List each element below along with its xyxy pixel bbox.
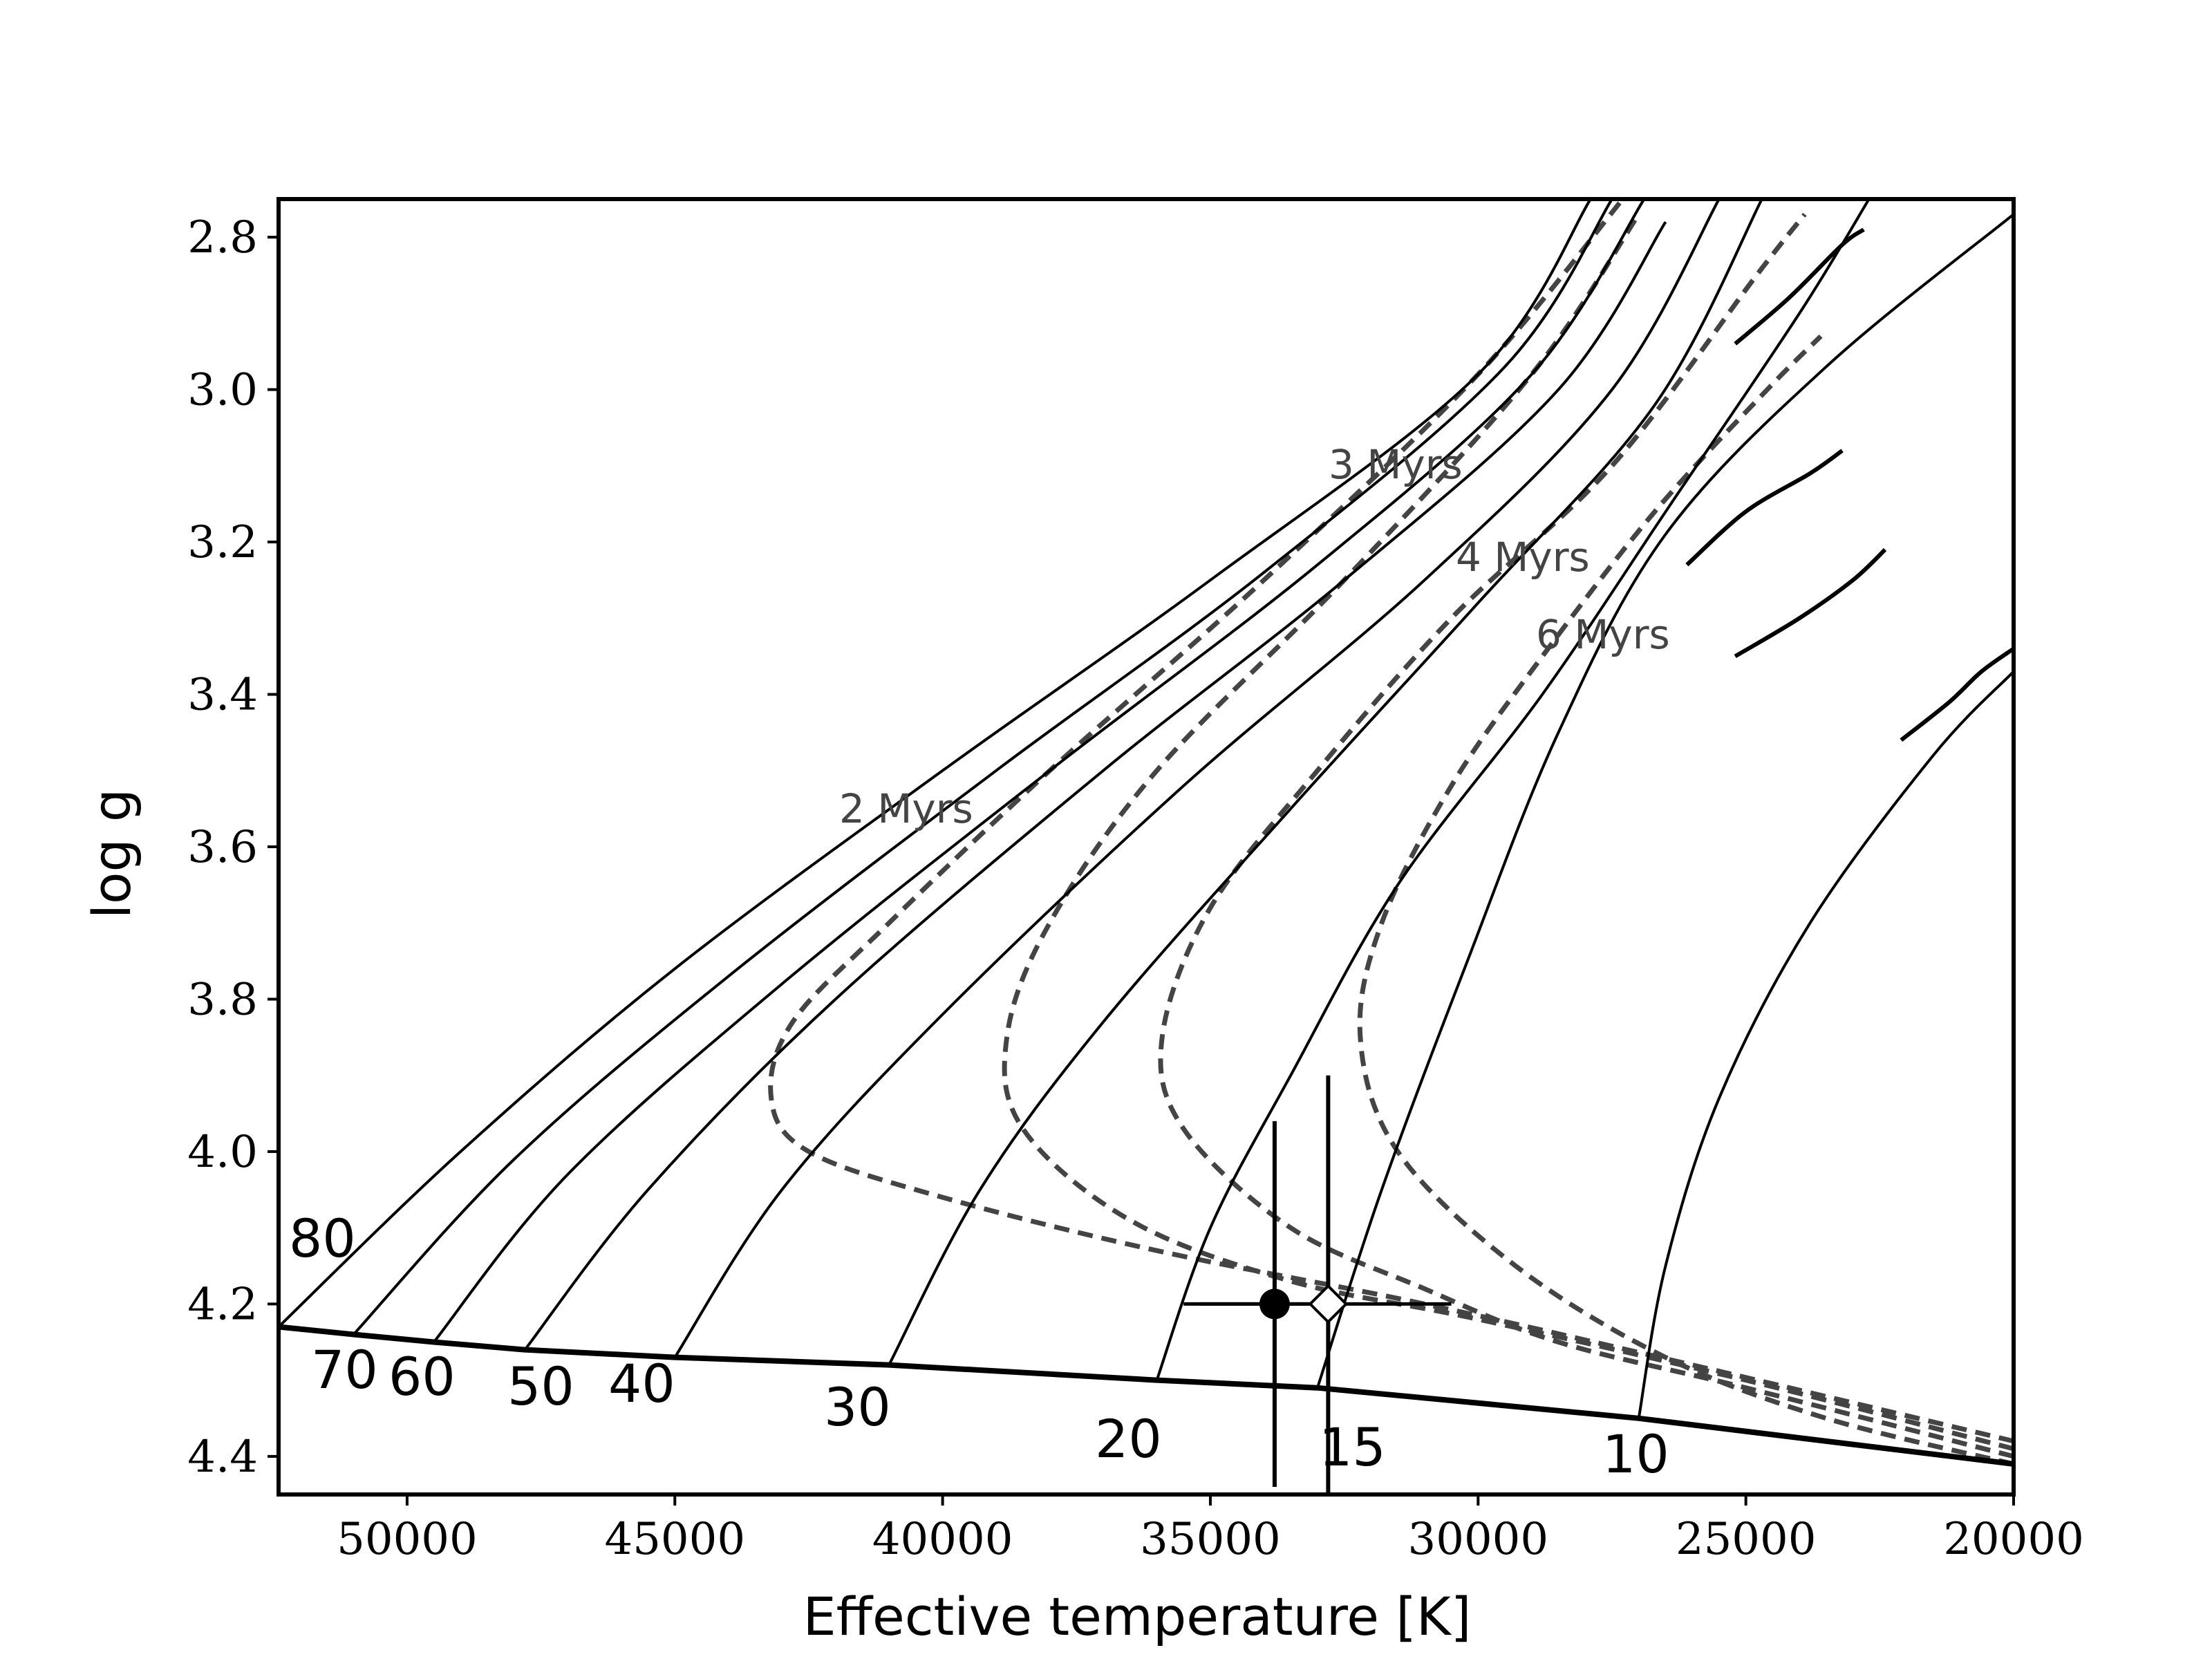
track-80-msun bbox=[279, 199, 1592, 1328]
y-axis-label: log g bbox=[81, 789, 142, 919]
track-hook-1 bbox=[1734, 227, 1865, 346]
x-axis-label: Effective temperature [K] bbox=[803, 1586, 1472, 1647]
isochrone-2-myrs bbox=[768, 199, 2014, 1444]
observation-2-marker bbox=[1308, 1284, 1349, 1324]
track-hook-2 bbox=[1685, 449, 1844, 567]
y-tick-label: 2.8 bbox=[187, 212, 258, 263]
x-tick-label: 45000 bbox=[604, 1514, 745, 1565]
track-20-msun bbox=[1155, 199, 1871, 1381]
x-tick-label: 20000 bbox=[1943, 1514, 2084, 1565]
mass-label-10: 10 bbox=[1602, 1423, 1669, 1485]
track-hook-3 bbox=[1734, 547, 1887, 658]
y-tick-label: 3.0 bbox=[187, 365, 258, 416]
track-10-msun bbox=[1637, 671, 2014, 1419]
y-tick-label: 4.0 bbox=[187, 1127, 258, 1178]
y-tick-label: 3.8 bbox=[187, 974, 258, 1025]
axis-ticks: 2.8 3.0 3.2 3.4 3.6 3.8 4.0 4.2 4.4 50000 45000 400… bbox=[187, 212, 2084, 1565]
x-tick-label: 25000 bbox=[1676, 1514, 1817, 1565]
plot-area bbox=[279, 199, 2014, 1494]
track-hook-4 bbox=[1900, 646, 2014, 742]
isochrone-label-2-myrs: 2 Myrs bbox=[839, 785, 973, 832]
isochrone-label-3-myrs: 3 Myrs bbox=[1329, 441, 1463, 488]
x-tick-label: 35000 bbox=[1140, 1514, 1281, 1565]
y-tick-label: 3.6 bbox=[187, 822, 258, 873]
y-tick-label: 3.4 bbox=[187, 670, 258, 721]
labels: 80 70 60 50 40 30 20 15 10 2 Myrs 3 Myrs 4 Myrs 6 My… bbox=[289, 441, 1670, 1485]
x-tick-label: 30000 bbox=[1408, 1514, 1549, 1565]
mass-label-40: 40 bbox=[608, 1353, 675, 1414]
isochrone-3-myrs bbox=[1002, 213, 2014, 1452]
mass-label-80: 80 bbox=[289, 1208, 356, 1269]
isochrone-label-4-myrs: 4 Myrs bbox=[1456, 534, 1590, 581]
track-15-msun bbox=[1315, 213, 2014, 1389]
mass-label-50: 50 bbox=[507, 1356, 574, 1417]
mass-label-60: 60 bbox=[388, 1346, 456, 1407]
isochrone-label-6-myrs: 6 Myrs bbox=[1536, 611, 1670, 658]
isochrone-6-myrs bbox=[1357, 334, 2014, 1467]
x-tick-label: 40000 bbox=[872, 1514, 1013, 1565]
mass-label-70: 70 bbox=[311, 1339, 378, 1400]
track-30-msun bbox=[888, 199, 1763, 1366]
mass-label-30: 30 bbox=[824, 1376, 891, 1438]
isochrone-4-myrs bbox=[1158, 212, 2014, 1459]
track-70-msun bbox=[353, 199, 1613, 1335]
track-50-msun bbox=[523, 221, 1667, 1351]
y-tick-label: 3.2 bbox=[187, 517, 258, 568]
x-tick-label: 50000 bbox=[337, 1514, 478, 1565]
mass-label-20: 20 bbox=[1095, 1408, 1162, 1470]
track-60-msun bbox=[433, 199, 1646, 1343]
zams-line bbox=[279, 1324, 2014, 1467]
plot-frame bbox=[276, 197, 2016, 1497]
track-40-msun bbox=[673, 199, 1721, 1358]
y-tick-label: 4.2 bbox=[187, 1279, 258, 1330]
mass-label-15: 15 bbox=[1319, 1416, 1386, 1478]
y-tick-label: 4.4 bbox=[187, 1432, 258, 1483]
